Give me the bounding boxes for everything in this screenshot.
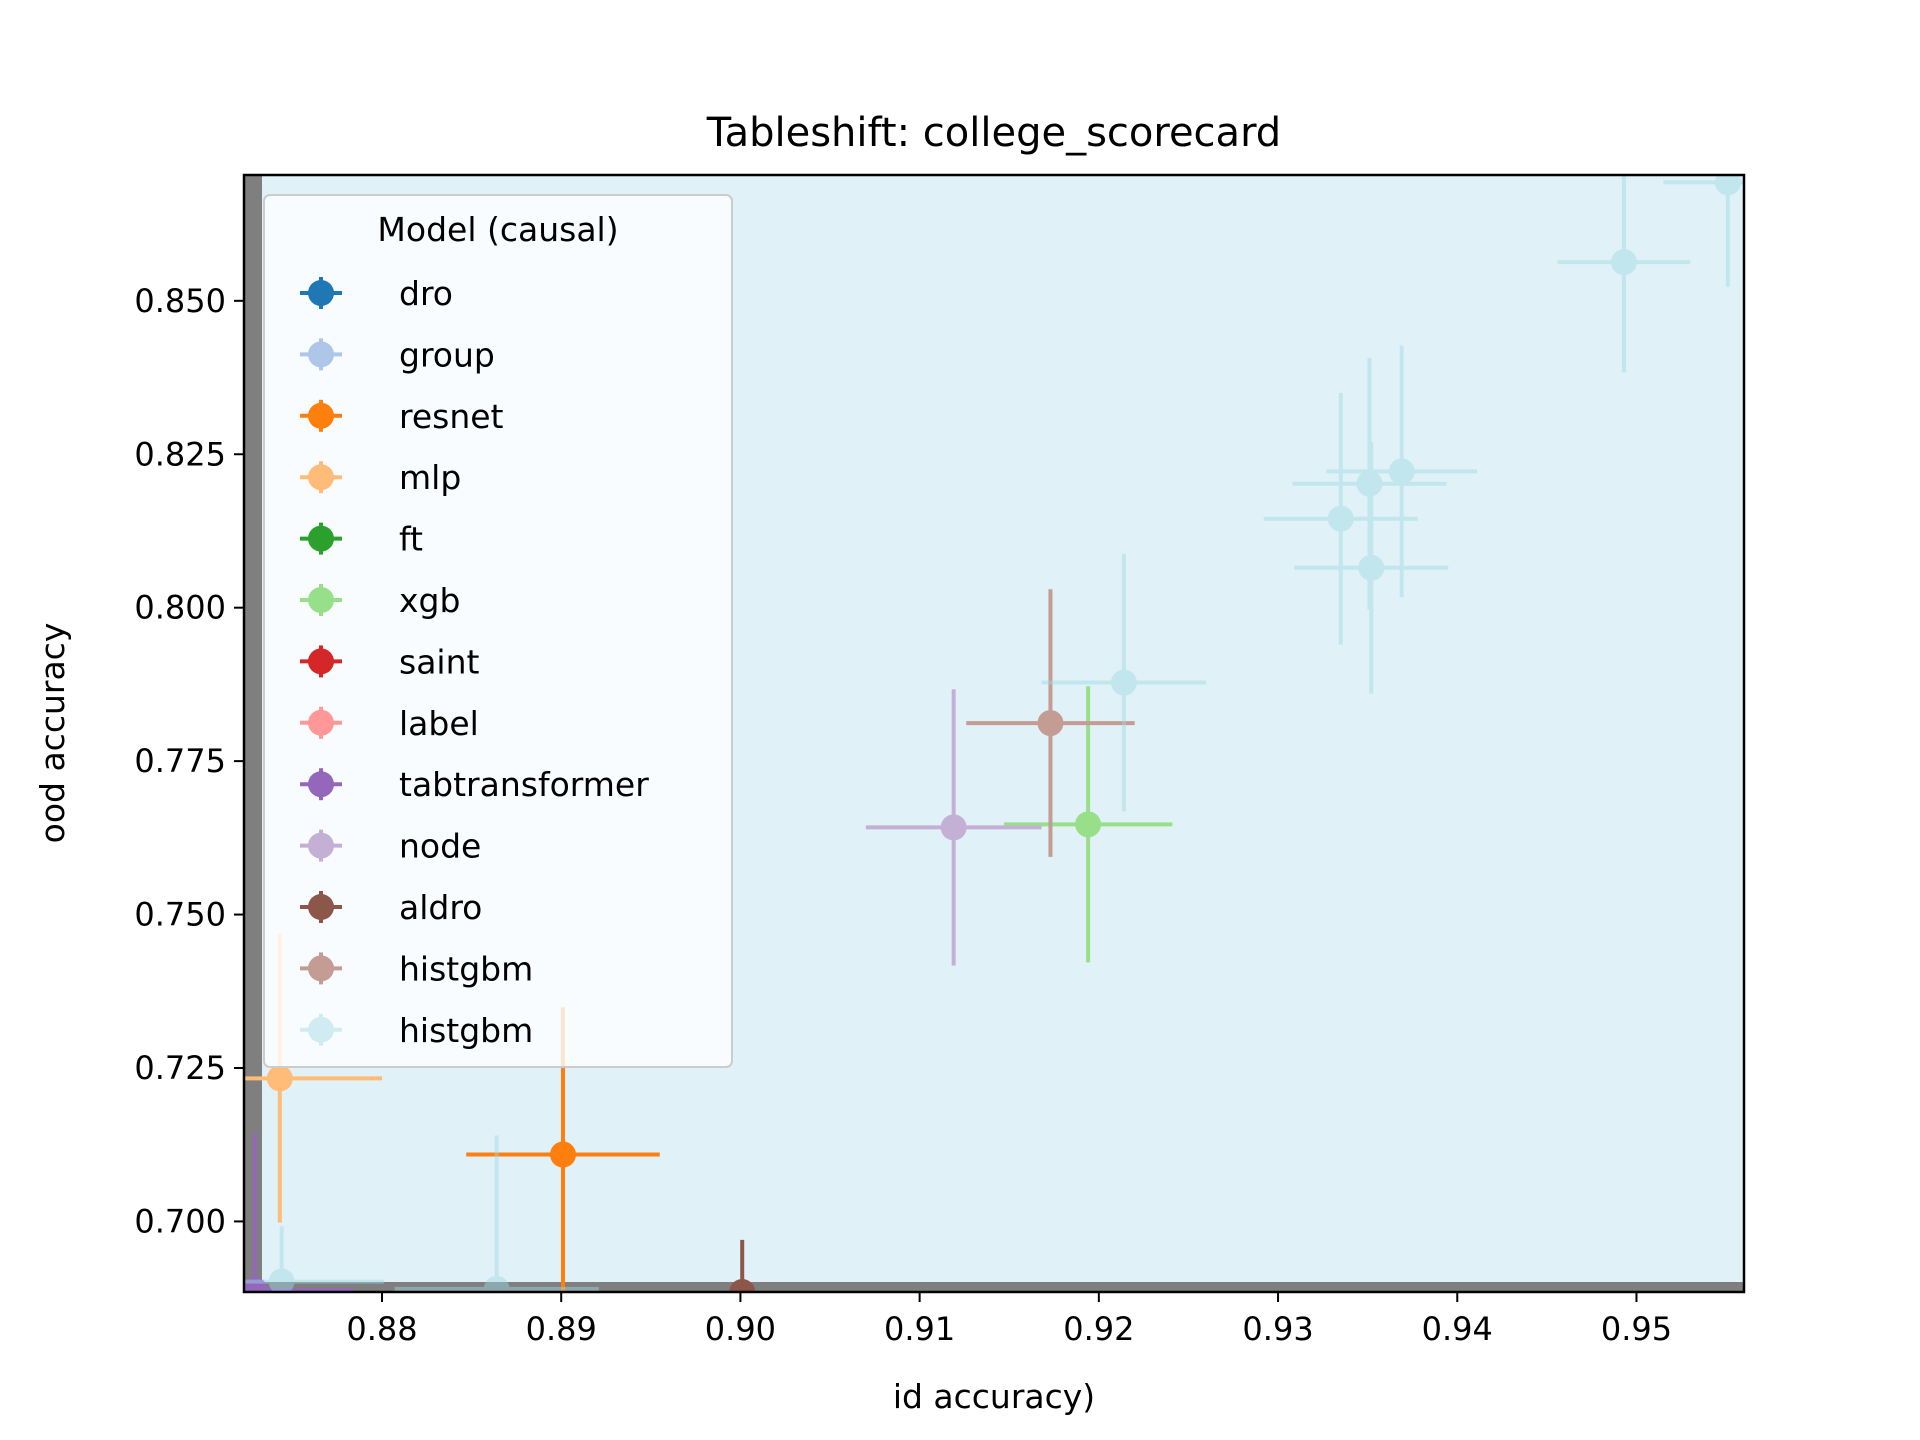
data-point bbox=[1327, 505, 1354, 532]
series-xgb bbox=[1003, 686, 1173, 963]
y-tick-label: 0.800 bbox=[134, 589, 226, 627]
chart-title: Tableshift: college_scorecard bbox=[706, 110, 1281, 156]
data-point bbox=[729, 1279, 756, 1292]
left-edge-band bbox=[244, 175, 262, 1292]
data-point bbox=[549, 1141, 576, 1168]
legend-title: Model (causal) bbox=[377, 210, 618, 249]
x-tick-label: 0.89 bbox=[526, 1310, 597, 1348]
legend-marker bbox=[308, 341, 334, 368]
data-point bbox=[244, 1277, 268, 1292]
legend-marker bbox=[308, 402, 334, 429]
y-axis-title: ood accuracy bbox=[33, 623, 72, 844]
legend-label: node bbox=[399, 827, 481, 866]
legend-marker bbox=[308, 832, 334, 859]
series-histgbm bbox=[966, 589, 1135, 857]
legend-label: aldro bbox=[399, 888, 482, 927]
legend-item bbox=[300, 829, 342, 862]
legend-label: ft bbox=[399, 520, 423, 559]
data-point bbox=[940, 814, 967, 841]
plot-frame bbox=[242, 173, 1746, 1294]
legend-item bbox=[300, 645, 342, 678]
data-point bbox=[1714, 175, 1741, 196]
legend: Model (causal) dro group resnet mlp ft xgb sai… bbox=[263, 194, 733, 1068]
legend-label: histgbm bbox=[399, 949, 533, 988]
legend-label: label bbox=[399, 704, 479, 743]
legend-item bbox=[300, 768, 342, 801]
legend-marker bbox=[308, 464, 334, 491]
data-point bbox=[1356, 470, 1383, 497]
series-aldro bbox=[729, 1239, 756, 1292]
y-tick-label: 0.775 bbox=[134, 742, 226, 780]
x-tick-label: 0.95 bbox=[1601, 1310, 1672, 1348]
x-axis: 0.88 0.89 0.90 0.91 0.92 0.93 0.94 0.95 bbox=[346, 1292, 1672, 1348]
data-point bbox=[1110, 669, 1137, 696]
legend-marker bbox=[308, 648, 334, 675]
legend-box bbox=[263, 194, 733, 1068]
data-point bbox=[1037, 710, 1064, 737]
legend-item bbox=[300, 399, 342, 432]
legend-item bbox=[300, 338, 342, 371]
legend-items: dro group resnet mlp ft xgb saint label tabtrans… bbox=[300, 274, 649, 1050]
legend-item bbox=[300, 952, 342, 985]
legend-item bbox=[300, 706, 342, 739]
data-point bbox=[483, 1275, 510, 1292]
x-tick-label: 0.92 bbox=[1063, 1310, 1134, 1348]
x-axis-title: id accuracy) bbox=[893, 1377, 1095, 1416]
y-axis: 0.700 0.725 0.750 0.775 0.800 0.825 0.850 bbox=[134, 282, 244, 1240]
legend-item bbox=[300, 584, 342, 616]
data-point bbox=[1388, 458, 1415, 485]
legend-label: resnet bbox=[399, 397, 504, 436]
legend-marker bbox=[308, 709, 334, 736]
legend-marker bbox=[308, 587, 334, 613]
y-tick-label: 0.850 bbox=[134, 282, 226, 320]
series-tabtransformer bbox=[244, 1133, 354, 1292]
legend-item bbox=[300, 1013, 342, 1046]
legend-label: tabtransformer bbox=[399, 765, 649, 804]
legend-label: xgb bbox=[399, 581, 460, 620]
legend-marker bbox=[308, 894, 334, 920]
legend-label: group bbox=[399, 335, 495, 374]
series-node bbox=[865, 689, 1042, 966]
x-tick-label: 0.88 bbox=[346, 1310, 417, 1348]
legend-item bbox=[300, 522, 342, 555]
legend-label: dro bbox=[399, 274, 453, 313]
legend-marker bbox=[308, 280, 334, 306]
y-tick-label: 0.700 bbox=[134, 1202, 226, 1240]
legend-item bbox=[300, 277, 342, 309]
y-tick-label: 0.825 bbox=[134, 435, 226, 473]
data-point bbox=[268, 1268, 295, 1292]
y-tick-label: 0.750 bbox=[134, 896, 226, 934]
y-tick-label: 0.725 bbox=[134, 1049, 226, 1087]
data-point bbox=[1075, 811, 1102, 838]
legend-marker bbox=[308, 955, 334, 982]
legend-label: histgbm bbox=[399, 1011, 533, 1050]
x-tick-label: 0.90 bbox=[705, 1310, 776, 1348]
x-tick-label: 0.94 bbox=[1422, 1310, 1493, 1348]
series-histgbm bbox=[244, 175, 1744, 1292]
legend-label: saint bbox=[399, 642, 479, 681]
data-point bbox=[266, 1065, 293, 1092]
data-point bbox=[1610, 249, 1637, 276]
legend-marker bbox=[308, 525, 334, 552]
legend-marker bbox=[308, 771, 334, 798]
legend-item bbox=[300, 461, 342, 494]
legend-item bbox=[300, 891, 342, 923]
legend-marker bbox=[308, 1016, 334, 1043]
series-layer bbox=[244, 175, 1744, 1292]
data-point bbox=[1358, 554, 1385, 581]
x-tick-label: 0.91 bbox=[884, 1310, 955, 1348]
legend-label: mlp bbox=[399, 458, 461, 497]
x-tick-label: 0.93 bbox=[1242, 1310, 1313, 1348]
bottom-edge-band bbox=[244, 1282, 1744, 1292]
